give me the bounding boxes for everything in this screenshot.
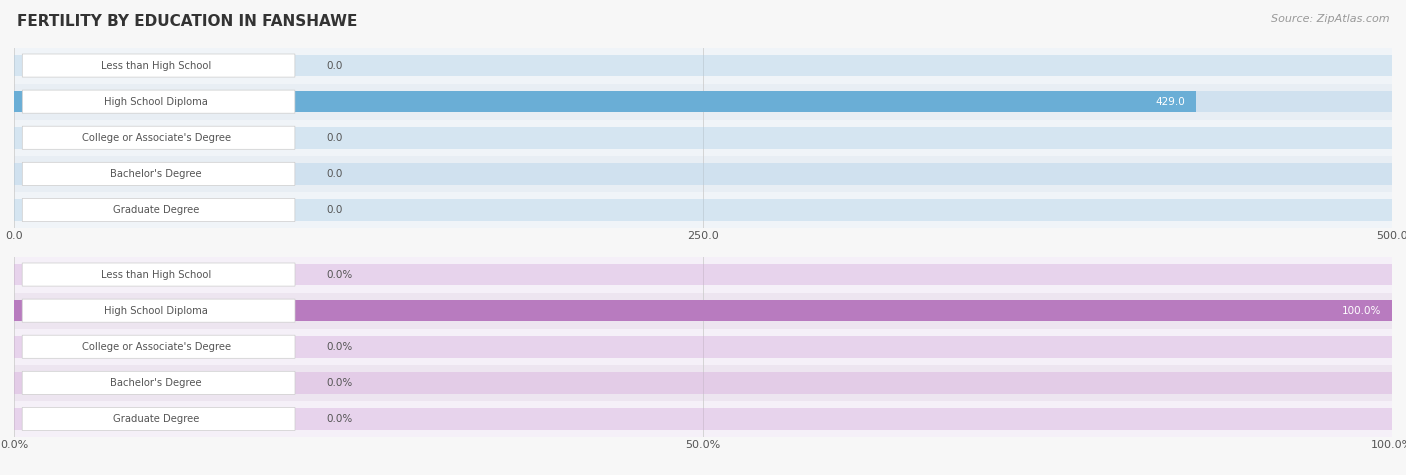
- FancyBboxPatch shape: [14, 48, 1392, 84]
- FancyBboxPatch shape: [22, 408, 295, 430]
- Text: Less than High School: Less than High School: [101, 60, 211, 71]
- Text: Graduate Degree: Graduate Degree: [112, 205, 200, 215]
- FancyBboxPatch shape: [14, 156, 1392, 192]
- FancyBboxPatch shape: [22, 126, 295, 149]
- FancyBboxPatch shape: [14, 256, 1392, 293]
- FancyBboxPatch shape: [22, 371, 295, 394]
- Text: 0.0%: 0.0%: [326, 269, 353, 280]
- FancyBboxPatch shape: [14, 55, 1392, 76]
- FancyBboxPatch shape: [14, 372, 1392, 394]
- Text: Bachelor's Degree: Bachelor's Degree: [111, 169, 202, 179]
- FancyBboxPatch shape: [14, 199, 1392, 221]
- Text: 429.0: 429.0: [1156, 96, 1185, 107]
- Text: 0.0: 0.0: [326, 133, 343, 143]
- FancyBboxPatch shape: [14, 84, 1392, 120]
- FancyBboxPatch shape: [14, 300, 1392, 322]
- FancyBboxPatch shape: [22, 199, 295, 221]
- FancyBboxPatch shape: [14, 300, 1392, 322]
- FancyBboxPatch shape: [22, 299, 295, 322]
- FancyBboxPatch shape: [22, 54, 295, 77]
- FancyBboxPatch shape: [14, 336, 1392, 358]
- FancyBboxPatch shape: [22, 335, 295, 358]
- FancyBboxPatch shape: [14, 329, 1392, 365]
- Text: High School Diploma: High School Diploma: [104, 96, 208, 107]
- FancyBboxPatch shape: [14, 127, 1392, 149]
- Text: Bachelor's Degree: Bachelor's Degree: [111, 378, 202, 388]
- FancyBboxPatch shape: [14, 192, 1392, 228]
- FancyBboxPatch shape: [22, 162, 295, 185]
- Text: 0.0: 0.0: [326, 60, 343, 71]
- Text: FERTILITY BY EDUCATION IN FANSHAWE: FERTILITY BY EDUCATION IN FANSHAWE: [17, 14, 357, 29]
- Text: 0.0%: 0.0%: [326, 378, 353, 388]
- FancyBboxPatch shape: [14, 91, 1197, 113]
- FancyBboxPatch shape: [14, 408, 1392, 430]
- Text: Less than High School: Less than High School: [101, 269, 211, 280]
- Text: High School Diploma: High School Diploma: [104, 305, 208, 316]
- Text: College or Associate's Degree: College or Associate's Degree: [82, 342, 231, 352]
- Text: Source: ZipAtlas.com: Source: ZipAtlas.com: [1271, 14, 1389, 24]
- Text: Graduate Degree: Graduate Degree: [112, 414, 200, 424]
- Text: 100.0%: 100.0%: [1341, 305, 1381, 316]
- FancyBboxPatch shape: [14, 163, 1392, 185]
- Text: 0.0%: 0.0%: [326, 414, 353, 424]
- Text: 0.0: 0.0: [326, 205, 343, 215]
- FancyBboxPatch shape: [14, 401, 1392, 437]
- FancyBboxPatch shape: [22, 90, 295, 113]
- Text: College or Associate's Degree: College or Associate's Degree: [82, 133, 231, 143]
- FancyBboxPatch shape: [22, 263, 295, 286]
- FancyBboxPatch shape: [14, 293, 1392, 329]
- FancyBboxPatch shape: [14, 120, 1392, 156]
- FancyBboxPatch shape: [14, 365, 1392, 401]
- Text: 0.0%: 0.0%: [326, 342, 353, 352]
- FancyBboxPatch shape: [14, 264, 1392, 285]
- Text: 0.0: 0.0: [326, 169, 343, 179]
- FancyBboxPatch shape: [14, 91, 1392, 113]
